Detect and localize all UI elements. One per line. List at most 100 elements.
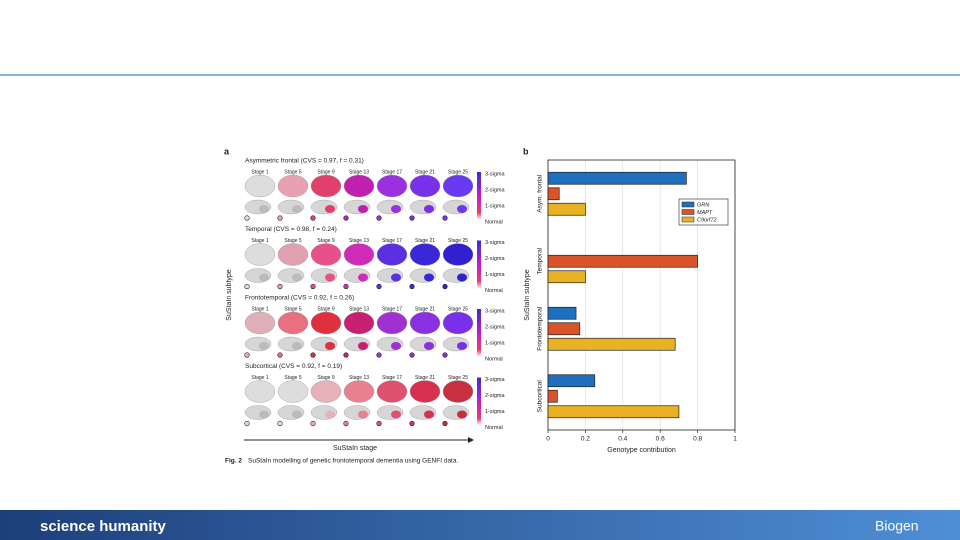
stage-dot — [244, 215, 250, 221]
stage-label: Stage 5 — [284, 375, 301, 381]
brain-core — [424, 273, 434, 282]
brain — [244, 243, 276, 266]
brain-core — [325, 273, 335, 282]
brain-core — [457, 273, 467, 282]
brain — [343, 311, 375, 335]
brain-core — [292, 205, 302, 213]
stage-dot — [442, 215, 448, 221]
colorbar-label: 3-sigma — [485, 308, 506, 314]
brain-core — [457, 342, 467, 350]
stage-label: Stage 25 — [448, 306, 468, 312]
footer-band — [0, 510, 960, 540]
x-tick-label: 0.8 — [693, 436, 702, 443]
y-axis-label: SuStaIn subtype — [524, 269, 531, 320]
stage-label: Stage 25 — [448, 375, 468, 381]
stage-dot — [343, 215, 349, 221]
x-axis-label: Genotype contribution — [607, 447, 676, 454]
brain-core — [292, 342, 302, 350]
bar — [547, 306, 577, 320]
brain — [277, 311, 309, 335]
brain — [343, 174, 375, 198]
y-tick-label: Temporal — [537, 247, 544, 274]
stage-dot — [244, 352, 250, 358]
stage-label: Stage 5 — [284, 169, 301, 175]
panel-label: b — [523, 146, 529, 156]
stage-dot — [409, 215, 415, 221]
caption-label: Fig. 2 — [225, 458, 242, 465]
y-tick-label: Asym. frontal — [537, 174, 544, 212]
stage-label: Stage 13 — [349, 375, 369, 381]
stage-label: Stage 25 — [448, 169, 468, 175]
stage-label: Stage 17 — [382, 375, 402, 381]
brain-core — [424, 205, 434, 213]
footer-logo: Biogen — [875, 518, 919, 534]
brain-core — [424, 410, 434, 419]
stage-dot — [442, 352, 448, 358]
bar — [547, 270, 586, 284]
brain — [310, 174, 342, 198]
brain-core — [259, 205, 269, 213]
x-tick-label: 1 — [733, 436, 737, 443]
x-tick-label: 0 — [546, 436, 550, 443]
brain-core — [358, 273, 368, 282]
x-tick-label: 0.6 — [656, 436, 665, 443]
brain-core — [391, 342, 401, 350]
stage-label: Stage 1 — [251, 375, 268, 381]
stage-dot — [277, 420, 283, 427]
panel-label: a — [224, 146, 230, 156]
brain — [376, 243, 408, 266]
bar — [547, 187, 560, 201]
brain — [277, 380, 309, 403]
stage-label: Stage 1 — [251, 238, 268, 244]
legend-swatch — [681, 209, 695, 215]
brain-core — [325, 410, 335, 419]
colorbar-label: 1-sigma — [485, 272, 506, 278]
colorbar — [477, 377, 481, 426]
colorbar-label: 2-sigma — [485, 393, 506, 399]
stage-label: Stage 21 — [415, 375, 435, 381]
stage-label: Stage 5 — [284, 238, 301, 244]
brain-core — [391, 205, 401, 213]
subtype-title: Subcortical (CVS = 0.92, f = 0.19) — [245, 363, 342, 370]
bar — [547, 322, 581, 336]
stage-label: Stage 17 — [382, 306, 402, 312]
brain — [409, 380, 441, 403]
stage-dot — [277, 283, 283, 290]
stage-label: Stage 5 — [284, 306, 301, 312]
brain — [343, 380, 375, 403]
brain-core — [259, 342, 269, 350]
footer-logo: science humanity — [40, 518, 167, 535]
stage-dot — [409, 352, 415, 358]
brain-core — [259, 410, 269, 419]
stage-label: Stage 17 — [382, 169, 402, 175]
stage-label: Stage 9 — [317, 375, 334, 381]
colorbar-label: 2-sigma — [485, 187, 506, 193]
colorbar-label: 2-sigma — [485, 324, 506, 330]
bar — [547, 254, 698, 268]
brain-core — [391, 273, 401, 282]
bar — [547, 405, 680, 419]
y-tick-label: Subcortical — [537, 380, 544, 413]
stage-dot — [343, 283, 349, 290]
brain — [376, 380, 408, 403]
legend-swatch — [681, 201, 695, 208]
brain-core — [358, 342, 368, 350]
stage-label: Stage 13 — [349, 306, 369, 312]
arrow-head — [468, 437, 474, 443]
brain — [376, 311, 408, 335]
colorbar-label: Normal — [485, 425, 503, 431]
stage-dot — [277, 352, 283, 358]
brain — [244, 174, 276, 198]
brain-core — [391, 410, 401, 419]
stage-dot — [310, 352, 316, 358]
stage-dot — [376, 352, 382, 358]
stage-dot — [310, 215, 316, 221]
stage-label: Stage 9 — [317, 306, 334, 312]
colorbar-label: 1-sigma — [485, 409, 506, 415]
colorbar-label: 3-sigma — [485, 171, 506, 177]
bar — [547, 171, 687, 185]
brain-core — [325, 205, 335, 213]
stage-dot — [409, 283, 415, 290]
brain — [376, 174, 408, 198]
y-axis-label: SuStaIn subtype — [226, 269, 233, 320]
